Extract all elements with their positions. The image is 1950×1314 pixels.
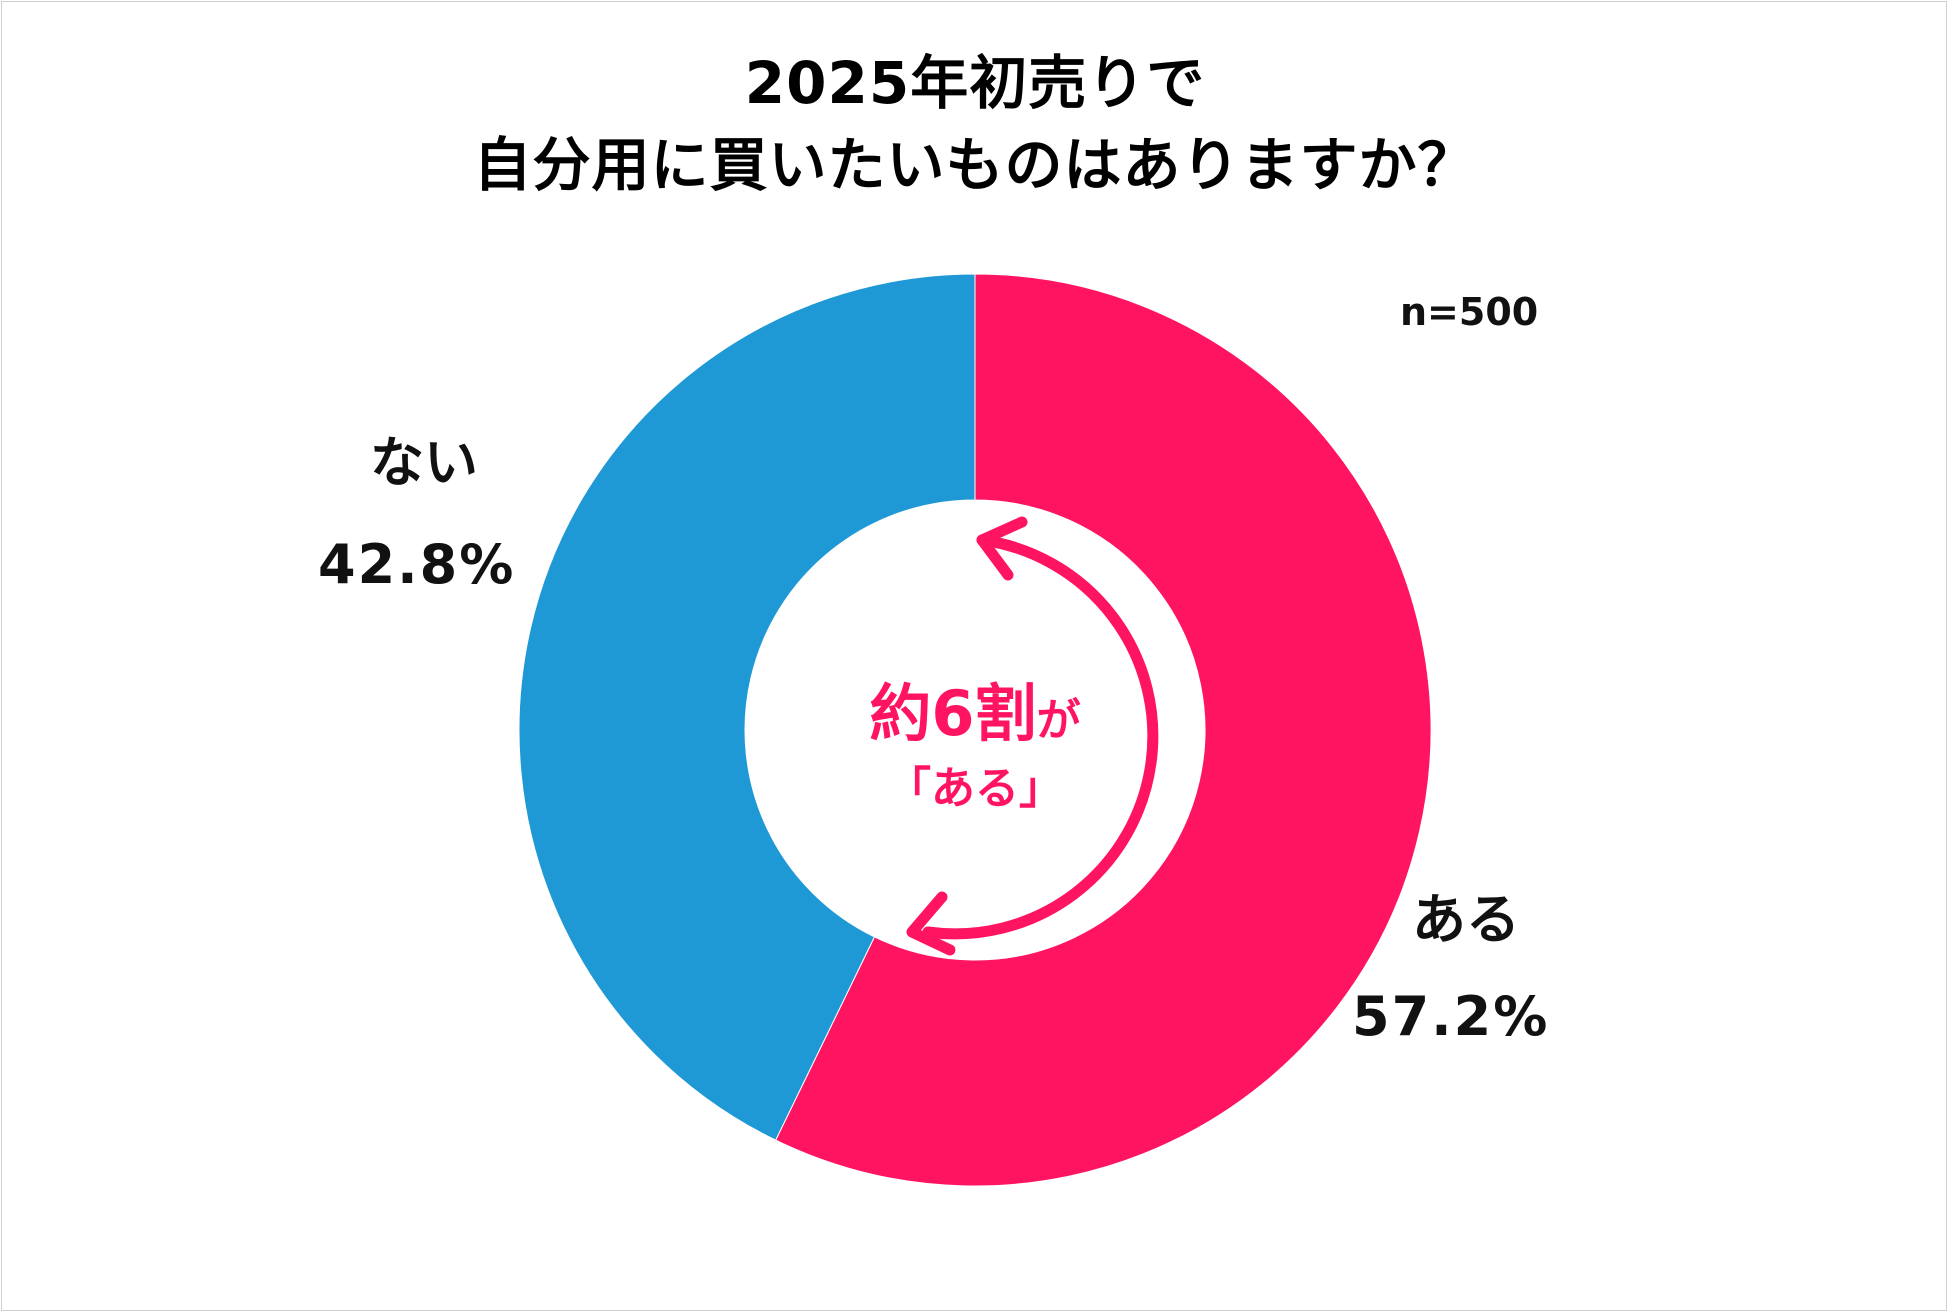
center-annotation-sub: 「ある」: [887, 763, 1063, 814]
chart-title-line2: 自分用に買いたいものはありますか？: [473, 131, 1477, 199]
sample-size-label: n=500: [1400, 290, 1539, 334]
center-annotation-particle: が: [1036, 695, 1081, 746]
chart-title-line1: 2025年初売りで: [744, 49, 1206, 117]
donut-slices: [518, 273, 1432, 1187]
slice-label-aru: ある: [1412, 888, 1520, 951]
slice-value-nai: 42.8%: [318, 533, 516, 596]
slice-value-aru: 57.2%: [1352, 985, 1550, 1048]
donut-slice-1: [518, 273, 976, 1141]
center-annotation-main: 約6割が: [0, 663, 1950, 753]
cycle-arrow-icon: [906, 516, 1159, 956]
center-annotation-main-text: 約6割: [869, 677, 1037, 750]
donut-slice-0: [775, 273, 1432, 1187]
slice-label-nai: ない: [370, 431, 478, 494]
